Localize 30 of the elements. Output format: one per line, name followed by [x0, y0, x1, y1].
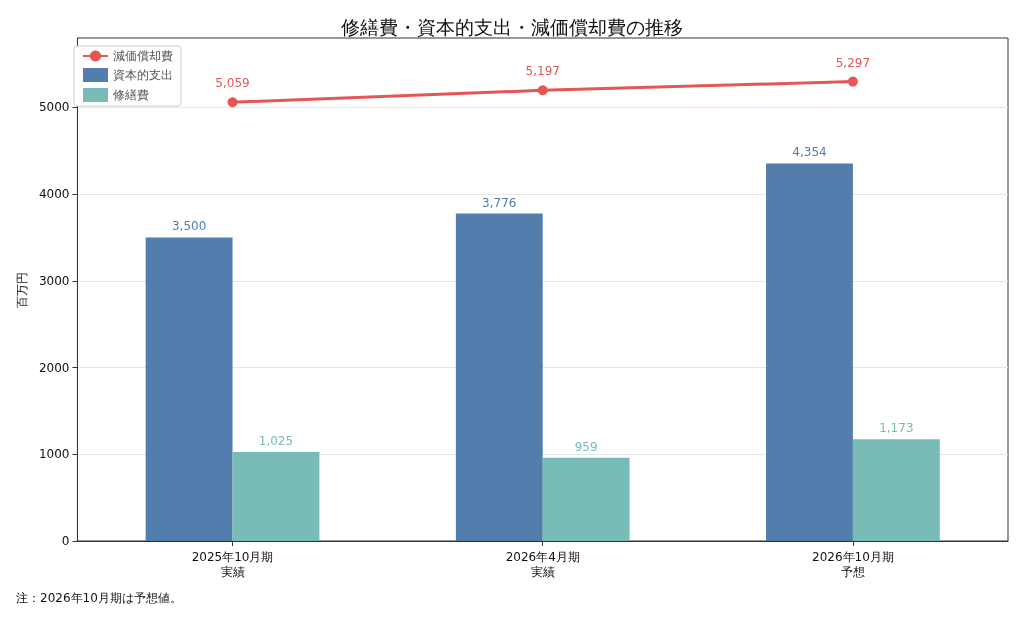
bar — [852, 439, 940, 541]
y-tick-label: 5000 — [38, 100, 70, 115]
y-tick-label: 4000 — [38, 187, 70, 202]
y-tick-label: 1000 — [38, 447, 70, 462]
bar — [766, 163, 853, 541]
bar — [232, 452, 320, 541]
data-label: 4,354 — [792, 145, 827, 160]
x-tick-label: 2025年10月期実績 — [191, 549, 274, 579]
data-label: 3,500 — [171, 219, 207, 234]
text: 注：2026年10月期は予想値。 — [16, 591, 182, 605]
x-tick-label: 2026年4月期実績 — [505, 549, 580, 579]
data-label: 3,776 — [482, 195, 517, 210]
y-tick-label: 3000 — [38, 273, 70, 288]
data-label: 1,173 — [879, 421, 914, 436]
data-label: 5,297 — [835, 55, 871, 70]
legend-label: 減価償却費 — [113, 49, 173, 63]
x-tick-label: 2026年10月期予想 — [812, 549, 894, 579]
bar — [145, 237, 233, 541]
data-label: 959 — [574, 439, 598, 454]
bar — [542, 457, 630, 541]
data-label: 1,025 — [258, 434, 294, 449]
y-axis-title: 百万円 — [15, 271, 29, 308]
data-label: 5,059 — [215, 76, 250, 91]
y-tick-label: 0 — [61, 534, 70, 548]
chart-title: 修繕費・資本的支出・減価償却費の推移 — [341, 15, 683, 38]
y-tick-label: 2000 — [38, 360, 70, 375]
data-label: 5,197 — [525, 64, 560, 79]
legend-label: 資本的支出 — [113, 68, 173, 82]
legend-label: 修繕費 — [113, 88, 149, 102]
bar — [455, 213, 543, 541]
